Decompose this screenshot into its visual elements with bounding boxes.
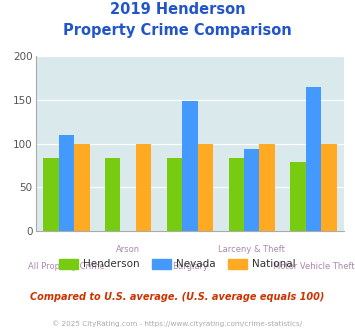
Legend: Henderson, Nevada, National: Henderson, Nevada, National <box>55 255 300 274</box>
Bar <box>321 144 337 231</box>
Bar <box>198 144 213 231</box>
Bar <box>59 135 74 231</box>
Bar <box>229 157 244 231</box>
Text: Motor Vehicle Theft: Motor Vehicle Theft <box>273 262 354 271</box>
Text: All Property Crime: All Property Crime <box>28 262 105 271</box>
Text: Arson: Arson <box>116 245 140 254</box>
Text: © 2025 CityRating.com - https://www.cityrating.com/crime-statistics/: © 2025 CityRating.com - https://www.city… <box>53 321 302 327</box>
Bar <box>306 87 321 231</box>
Text: Burglary: Burglary <box>172 262 208 271</box>
Bar <box>105 157 120 231</box>
Bar <box>290 162 306 231</box>
Text: Larceny & Theft: Larceny & Theft <box>218 245 285 254</box>
Text: Property Crime Comparison: Property Crime Comparison <box>63 23 292 38</box>
Bar <box>244 149 260 231</box>
Text: Compared to U.S. average. (U.S. average equals 100): Compared to U.S. average. (U.S. average … <box>30 292 325 302</box>
Bar <box>260 144 275 231</box>
Text: 2019 Henderson: 2019 Henderson <box>110 2 245 16</box>
Bar <box>182 101 198 231</box>
Bar <box>167 157 182 231</box>
Bar <box>136 144 151 231</box>
Bar <box>43 157 59 231</box>
Bar <box>74 144 89 231</box>
